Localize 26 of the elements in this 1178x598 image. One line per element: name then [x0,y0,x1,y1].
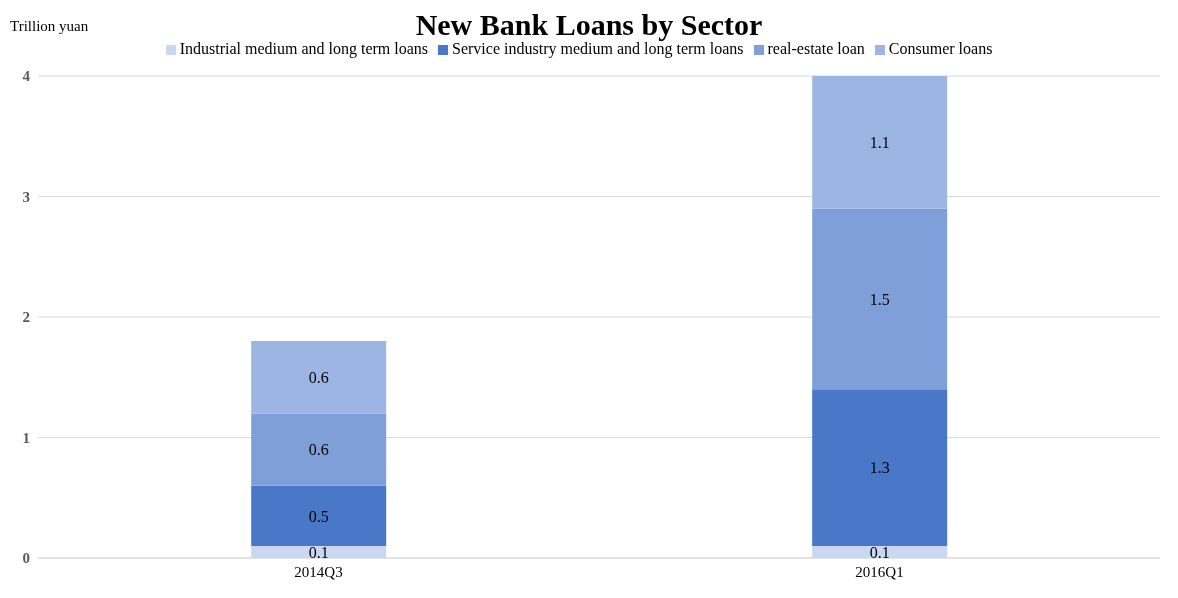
y-tick-label: 1 [22,429,30,446]
data-label: 1.5 [869,290,890,308]
bar [812,389,948,546]
data-label: 0.6 [308,441,329,459]
data-label: 0.1 [308,543,329,561]
y-tick-label: 2 [22,309,30,326]
bar [251,413,387,486]
data-label: 0.5 [308,507,329,525]
y-tick-label: 0 [22,550,30,567]
x-tick-label: 2016Q1 [855,563,904,580]
legend-label: real-estate loan [767,40,865,57]
data-label: 0.1 [869,543,890,561]
data-label: 1.3 [869,459,890,477]
data-label: 1.1 [869,133,890,151]
y-tick-label: 3 [22,188,30,205]
x-tick-label: 2014Q3 [294,563,343,580]
bar [812,76,948,209]
data-label: 0.6 [308,368,329,386]
bar [251,341,387,414]
bar [812,208,948,390]
y-tick-label: 4 [22,68,31,85]
bar [251,485,387,546]
legend-label: Industrial medium and long term loans [179,40,429,57]
y-axis-title: Trillion yuan [10,18,89,35]
legend-label: Service industry medium and long term loans [452,40,744,57]
legend-label: Consumer loans [888,40,993,57]
